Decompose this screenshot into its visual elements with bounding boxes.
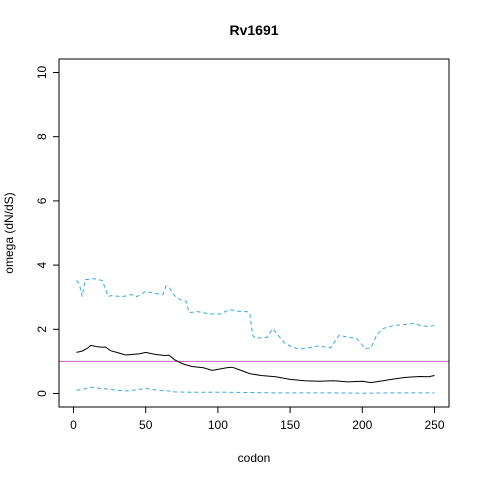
series-layer <box>76 278 435 394</box>
series-line-lower <box>76 386 435 394</box>
x-tick-label: 50 <box>139 418 153 432</box>
series-line-upper <box>76 278 435 350</box>
x-tick-label: 150 <box>280 418 300 432</box>
y-tick-label: 0 <box>35 390 49 397</box>
y-tick-label: 4 <box>35 261 49 268</box>
x-axis-label: codon <box>238 451 271 465</box>
y-axis: 0 2 4 6 8 10 <box>35 66 60 397</box>
chart-title: Rv1691 <box>229 22 278 38</box>
x-tick-label: 250 <box>424 418 444 432</box>
x-axis: 0 50 100 150 200 250 <box>70 406 445 432</box>
series-line-estimate <box>76 344 435 384</box>
y-tick-label: 2 <box>35 326 49 333</box>
x-tick-label: 0 <box>70 418 77 432</box>
x-tick-label: 200 <box>352 418 372 432</box>
y-axis-label: omega (dN/dS) <box>2 192 16 273</box>
y-tick-label: 8 <box>35 133 49 140</box>
plot-area-frame <box>58 58 450 408</box>
x-tick-label: 100 <box>208 418 228 432</box>
y-tick-label: 6 <box>35 197 49 204</box>
y-tick-label: 10 <box>35 66 49 80</box>
